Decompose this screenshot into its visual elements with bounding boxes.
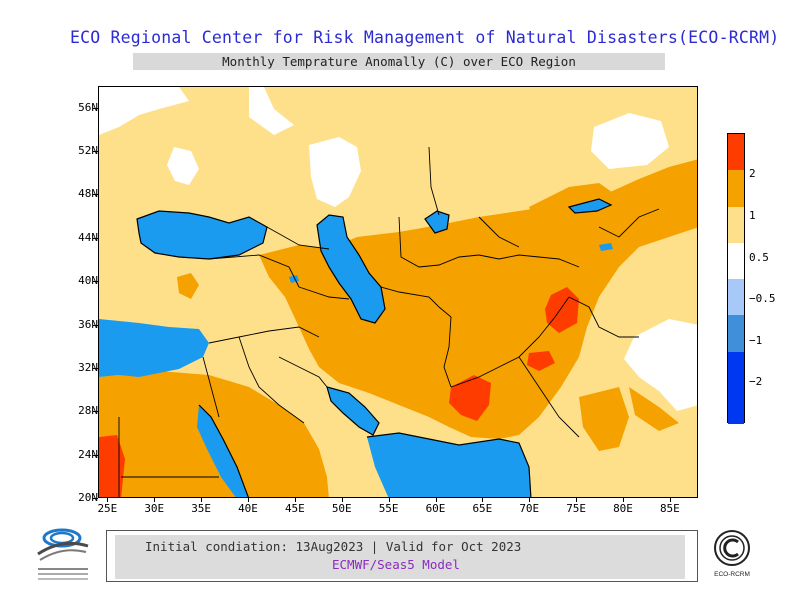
- coastlines: [136, 198, 613, 497]
- country-borders: [118, 146, 660, 497]
- latitude-tick-label: 52N: [78, 144, 98, 158]
- legend-swatch-neutral: [728, 242, 744, 279]
- map-title: ECO Regional Center for Risk Management …: [70, 28, 780, 47]
- persian-gulf: [327, 387, 379, 435]
- model-name-text: ECMWF/Seas5 Model: [332, 557, 460, 572]
- caspian-sea: [317, 215, 385, 323]
- longitude-tick: [435, 498, 437, 502]
- legend-swatch-above-2: [728, 134, 744, 171]
- eco-rcrm-logo-text: ECO-RCRM: [714, 571, 750, 578]
- latitude-tick-label: 32N: [78, 360, 98, 374]
- latitude-tick: [93, 107, 98, 109]
- latitude-tick-label: 36N: [78, 317, 98, 331]
- longitude-tick: [623, 498, 624, 502]
- eco-rcrm-logo-icon: ECO-RCRM: [712, 528, 752, 580]
- legend-label: −1: [749, 334, 763, 347]
- longitude-tick: [388, 498, 390, 502]
- institute-logo-icon: [30, 516, 100, 586]
- anomaly-above-2-region: [545, 287, 579, 333]
- initial-condition-text: Initial condiation: 13Aug2023 | Valid fo…: [145, 539, 522, 554]
- latitude-tick-label: 28N: [78, 404, 98, 418]
- neutral-anomaly-region: [99, 87, 189, 135]
- model-info-box: [106, 530, 698, 582]
- longitude-tick-label: 60E: [425, 502, 446, 515]
- longitude-tick: [154, 498, 156, 502]
- latitude-tick-label: 48N: [78, 187, 98, 201]
- latitude-tick-label: 56N: [78, 100, 98, 114]
- latitude-tick: [93, 498, 98, 499]
- aral-sea: [425, 211, 449, 233]
- longitude-tick-label: 50E: [331, 502, 352, 515]
- longitude-tick: [669, 498, 671, 502]
- longitude-tick-label: 35E: [191, 502, 212, 515]
- longitude-tick: [529, 498, 531, 502]
- legend-label: −0.5: [749, 292, 776, 305]
- longitude-tick: [341, 498, 343, 502]
- longitude-tick-label: 85E: [659, 502, 680, 515]
- legend-swatch-0p5-1: [728, 206, 744, 243]
- latitude-tick: [93, 454, 98, 456]
- longitude-tick: [201, 498, 203, 502]
- longitude-tick-label: 70E: [519, 502, 540, 515]
- legend-swatch-minus-0p5-1: [728, 279, 744, 316]
- red-sea: [197, 405, 249, 497]
- black-sea: [137, 211, 267, 259]
- latitude-tick: [93, 324, 98, 326]
- longitude-tick-label: 45E: [284, 502, 305, 515]
- latitude-tick-label: 44N: [78, 230, 98, 244]
- longitude-tick-label: 65E: [472, 502, 493, 515]
- legend-swatch-below-minus-2: [728, 387, 744, 424]
- model-info-panel: [115, 535, 685, 579]
- longitude-tick: [294, 498, 296, 502]
- latitude-tick: [93, 411, 98, 413]
- latitude-tick-label: 40N: [78, 274, 98, 288]
- legend-label: 2: [749, 167, 756, 180]
- longitude-tick-label: 30E: [144, 502, 165, 515]
- map-subtitle: Monthly Temprature Anomally (C) over ECO…: [133, 53, 665, 70]
- anomaly-1-2-region: [159, 383, 239, 417]
- legend-label: 0.5: [749, 251, 769, 264]
- longitude-tick-label: 75E: [566, 502, 587, 515]
- longitude-tick-label: 80E: [613, 502, 633, 515]
- legend-swatch-1-2: [728, 170, 744, 207]
- anomaly-above-2-region: [527, 351, 555, 371]
- latitude-tick: [93, 194, 98, 196]
- longitude-tick: [576, 498, 578, 502]
- latitude-tick: [93, 151, 98, 153]
- anomaly-1-2-region: [579, 387, 629, 451]
- anomaly-above-2-region: [449, 375, 491, 421]
- legend-label: −2: [749, 375, 763, 388]
- neutral-anomaly-region: [167, 147, 199, 185]
- latitude-tick-label: 20N: [78, 491, 98, 504]
- longitude-tick: [107, 498, 109, 502]
- legend-label: 1: [749, 209, 756, 222]
- lake-issyk-kul: [599, 243, 613, 251]
- anomaly-1-2-region: [629, 387, 679, 431]
- longitude-tick-label: 55E: [378, 502, 399, 515]
- longitude-tick-label: 40E: [238, 502, 258, 515]
- anomaly-map: [98, 86, 698, 498]
- anomaly-1-2-region: [669, 173, 697, 205]
- color-legend: [727, 133, 745, 424]
- arabian-sea: [367, 433, 531, 497]
- legend-swatch-minus-1-2: [728, 315, 744, 352]
- latitude-tick-label: 24N: [78, 447, 98, 461]
- latitude-tick: [93, 237, 98, 239]
- neutral-anomaly-region: [249, 87, 294, 135]
- legend-swatch-below-minus-2: [728, 351, 744, 388]
- mediterranean-sea: [99, 319, 209, 377]
- neutral-anomaly-region: [309, 137, 361, 207]
- neutral-anomaly-region: [591, 113, 669, 169]
- longitude-tick: [482, 498, 484, 502]
- neutral-anomaly-region: [624, 319, 697, 411]
- latitude-tick: [93, 281, 98, 283]
- anomaly-1-2-region: [177, 273, 199, 299]
- longitude-tick: [248, 498, 249, 502]
- anomaly-above-2-region: [99, 435, 125, 497]
- longitude-tick-label: 25E: [97, 502, 118, 515]
- latitude-tick: [93, 367, 98, 369]
